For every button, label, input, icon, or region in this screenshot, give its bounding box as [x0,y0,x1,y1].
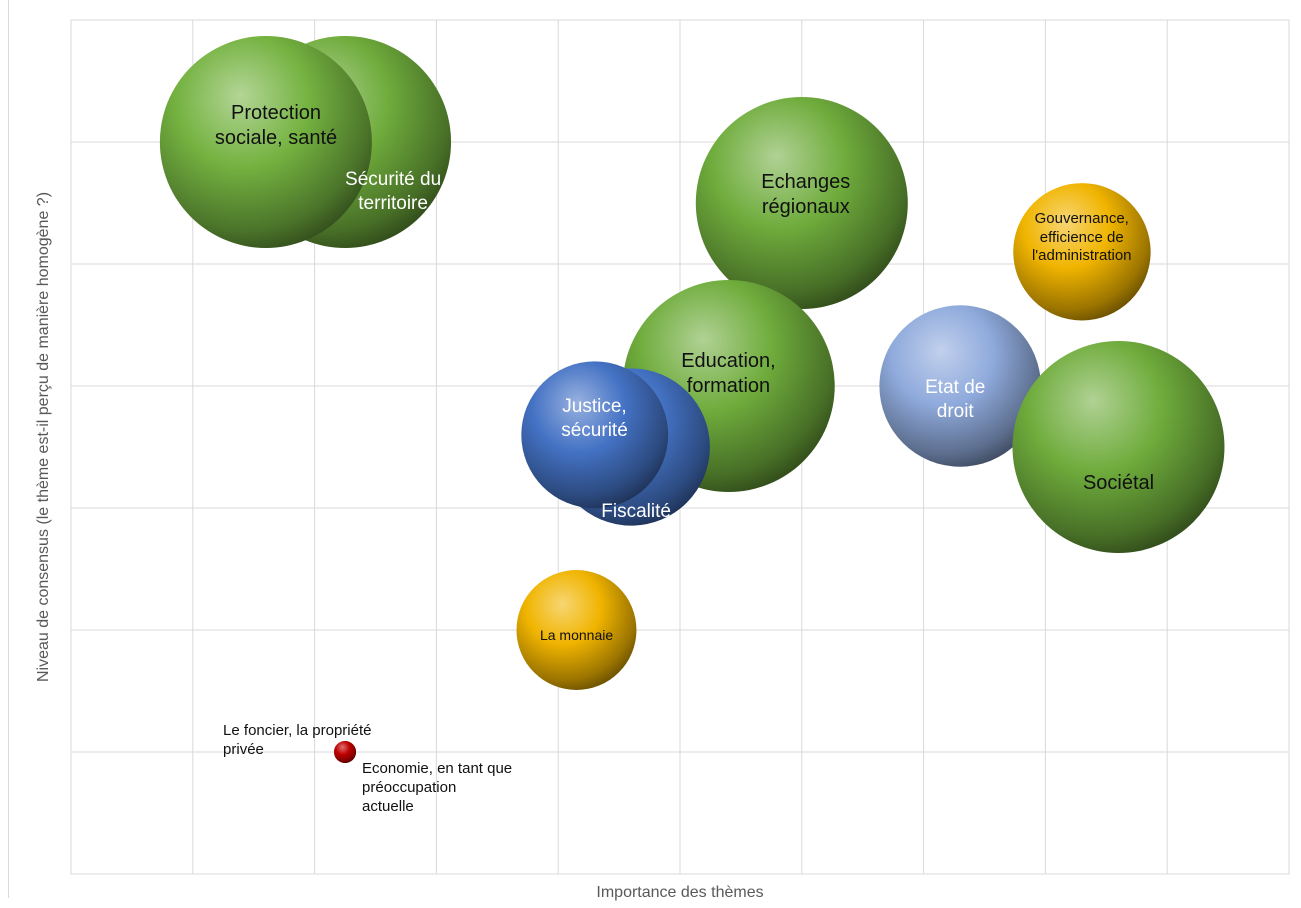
bubble-label: Echanges régionaux [761,171,851,218]
y-axis-label: Niveau de consensus (le thème est-il per… [35,191,52,683]
bubble-label: La monnaie [539,627,614,643]
bubbles [159,36,1225,763]
left-frame-line [8,0,9,898]
bubble [879,305,1041,467]
bubble [159,36,372,248]
bubble-label: Sociétal [1082,471,1155,494]
bubble-label: Etat de droit [925,377,986,422]
bubble-label: Economie, en tant que préoccupation actu… [362,760,513,815]
bubble [1013,183,1151,321]
bubble-label: Le foncier, la propriété privée [223,722,372,758]
bubble-label: Gouvernance, efficience de l'administrat… [1031,209,1132,265]
bubble [334,741,357,763]
bubble-label: Education, formation [681,350,776,397]
bubble-label: Protection sociale, santé [214,102,338,149]
bubble [516,570,637,690]
bubble-label: Fiscalité [601,501,671,522]
bubble [695,97,908,309]
bubble [521,361,669,509]
bubble-label: Sécurité du territoire [345,169,442,214]
x-axis-label: Importance des thèmes [596,884,764,901]
bubble [1012,341,1225,553]
bubble-label: Justice, sécurité [561,395,628,441]
